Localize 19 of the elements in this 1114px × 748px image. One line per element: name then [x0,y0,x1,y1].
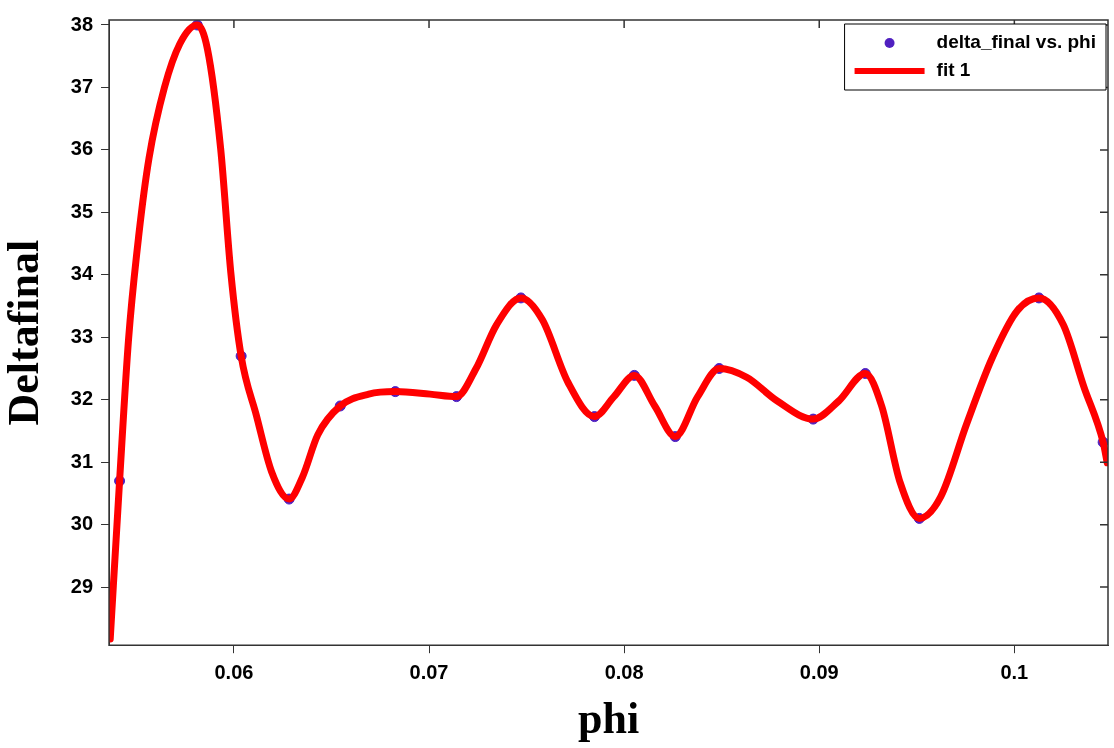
x-tick-label: 0.09 [799,660,839,683]
y-tick-label: 33 [70,324,94,347]
x-tick-label: 0.07 [409,660,449,683]
y-tick-label: 35 [70,199,94,222]
y-tick-label: 34 [70,262,94,285]
y-tick-label: 30 [70,512,94,535]
x-tick-label: 0.08 [604,660,644,683]
x-tick-label: 0.1 [1000,660,1029,683]
y-tick-label: 36 [70,137,94,160]
y-tick-label: 38 [70,12,94,35]
y-tick-label: 37 [70,74,94,97]
y-tick-label: 31 [70,449,94,472]
legend-label: fit 1 [936,59,971,81]
y-tick-label: 29 [70,574,94,597]
legend-label: delta_final vs. phi [936,31,1097,53]
x-tick-label: 0.06 [214,660,254,683]
y-axis-title: Deltafinal [0,239,48,426]
x-axis-title: phi [577,693,640,743]
y-tick-label: 32 [70,387,94,410]
